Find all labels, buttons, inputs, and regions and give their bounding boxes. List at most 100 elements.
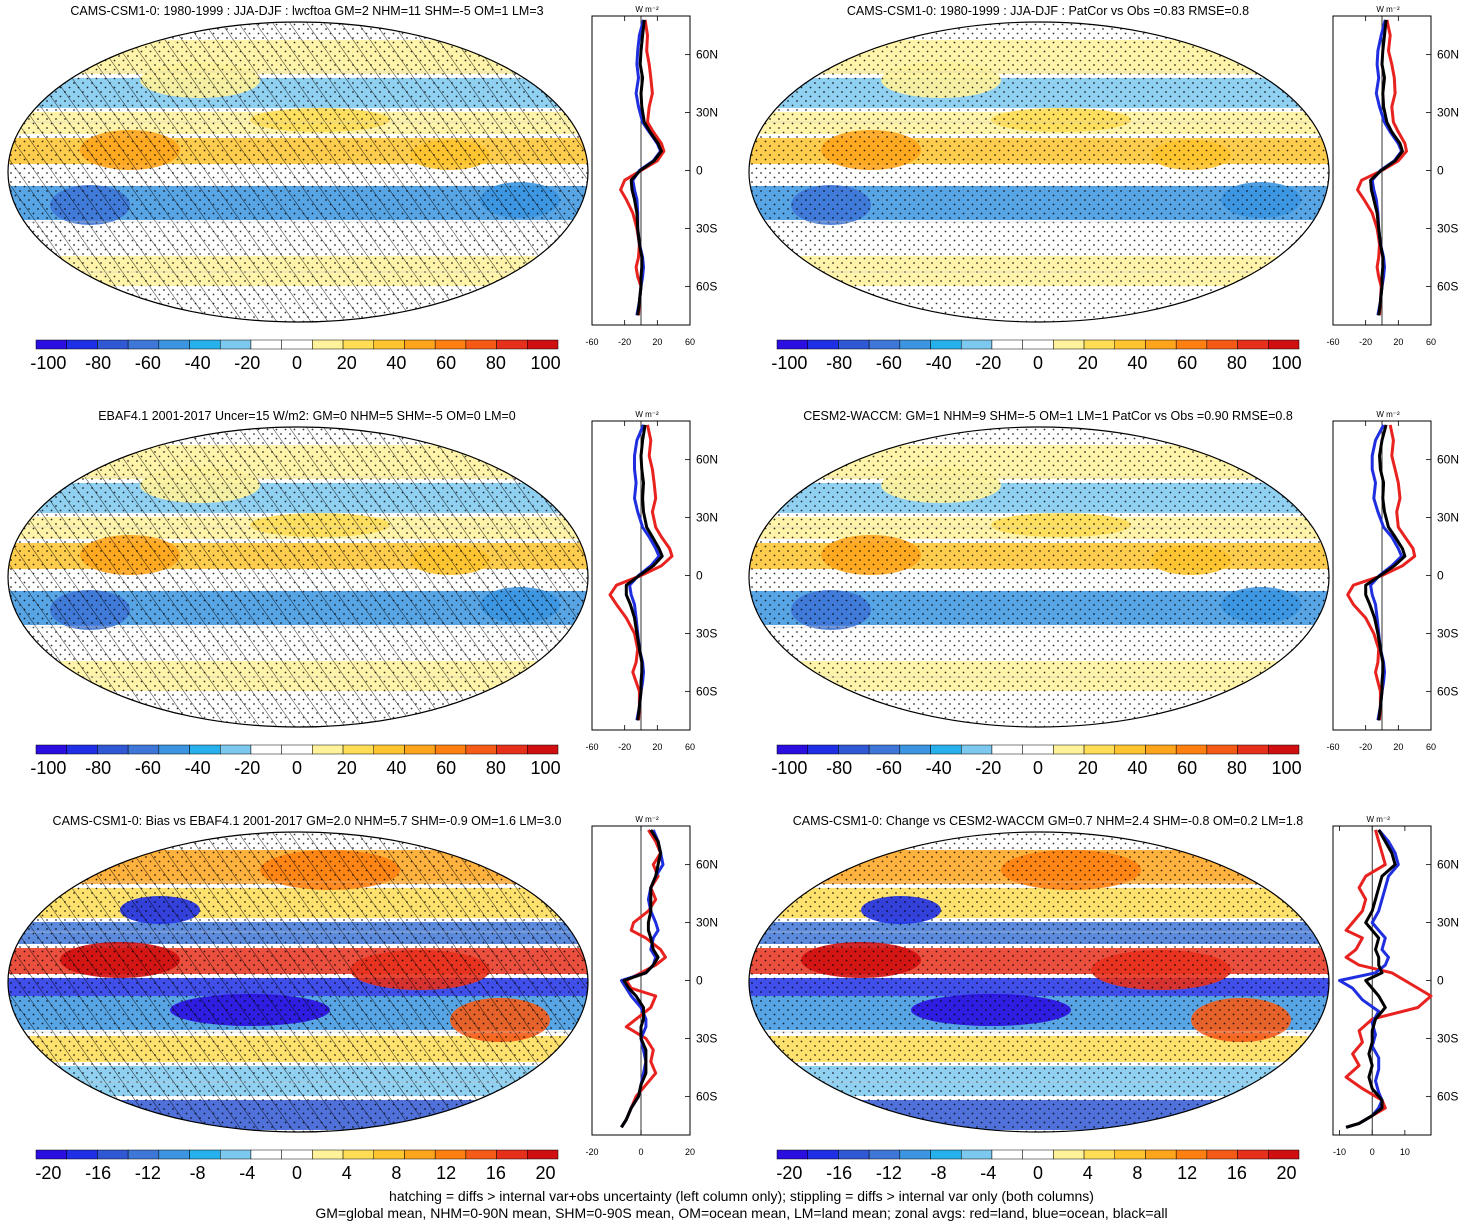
colorbar-swatch — [960, 744, 993, 755]
panel-graphic: -100 -80 -60 -40 -20 0 20 40 60 80 100 W m⁻² -60 -20 2… — [7, 5, 718, 373]
panel-1: CAMS-CSM1-0: 1980-1999 : JJA-DJF : lwcft… — [0, 0, 741, 405]
y-tick-label: 30N — [1437, 106, 1459, 120]
y-tick-label: 30N — [696, 511, 718, 525]
colorbar-swatch — [1268, 1149, 1300, 1160]
y-tick-label: 0 — [1437, 974, 1444, 988]
colorbar-swatch — [342, 1149, 375, 1160]
colorbar-tick-label: -16 — [826, 1163, 852, 1183]
colorbar-swatch — [527, 1149, 559, 1160]
colorbar-tick-label: 0 — [1033, 1163, 1043, 1183]
panel-2: CAMS-CSM1-0: 1980-1999 : JJA-DJF : PatCo… — [741, 0, 1482, 405]
colorbar-swatch — [838, 744, 870, 755]
colorbar-tick-label: 100 — [531, 758, 561, 778]
colorbar-swatch — [1237, 339, 1269, 350]
colorbar-tick-label: 0 — [1033, 353, 1043, 373]
colorbar-tick-label: -80 — [85, 353, 111, 373]
colorbar-swatch — [373, 744, 405, 755]
colorbar-swatch — [281, 744, 313, 755]
colorbar-swatch — [97, 1149, 129, 1160]
colorbar-swatch — [312, 339, 344, 350]
zonal-series-all — [1364, 424, 1407, 721]
colorbar-swatch — [97, 744, 129, 755]
colorbar-swatch — [404, 1149, 436, 1160]
y-tick-label: 30N — [696, 106, 718, 120]
colorbar-swatch — [838, 1149, 870, 1160]
y-tick-label: 0 — [696, 164, 703, 178]
y-tick-label: 0 — [1437, 569, 1444, 583]
stippling — [749, 427, 1329, 727]
colorbar-tick-label: -80 — [826, 353, 852, 373]
colorbar-tick-label: 20 — [337, 758, 357, 778]
stippling — [749, 832, 1329, 1132]
colorbar-tick-label: 60 — [1177, 353, 1197, 373]
zonal-series-ocean — [1338, 828, 1400, 1129]
colorbar-swatch — [312, 1149, 344, 1160]
panel-graphic: -100 -80 -60 -40 -20 0 20 40 60 80 100 W m⁻² -60 -20 2… — [748, 410, 1459, 778]
x-tick-label: 20 — [652, 337, 662, 347]
y-tick-label: 0 — [696, 569, 703, 583]
colorbar-swatch — [127, 744, 160, 755]
zonal-series-all — [624, 424, 664, 721]
colorbar-swatch — [35, 339, 67, 350]
x-tick-label: -20 — [618, 742, 631, 752]
x-tick-label: 0 — [1370, 1147, 1375, 1157]
map-field — [749, 427, 1329, 727]
colorbar-tick-label: -20 — [776, 1163, 802, 1183]
colorbar-swatch — [1145, 744, 1177, 755]
colorbar-tick-label: 60 — [436, 758, 456, 778]
y-tick-label: 30S — [1437, 626, 1458, 640]
colorbar-tick-label: 100 — [1272, 758, 1302, 778]
panel-title: CAMS-CSM1-0: 1980-1999 : JJA-DJF : PatCo… — [846, 4, 1250, 18]
colorbar-tick-label: -16 — [85, 1163, 111, 1183]
panel-title: EBAF4.1 2001-2017 Uncer=15 W/m2: GM=0 NH… — [98, 409, 516, 423]
colorbar-swatch — [219, 744, 252, 755]
colorbar-swatch — [1083, 1149, 1116, 1160]
zonal-series-all — [1369, 19, 1404, 316]
colorbar-swatch — [342, 339, 375, 350]
y-tick-label: 60S — [696, 279, 717, 293]
zonal-frame — [1332, 825, 1432, 1136]
zonal-mean-plot: W m⁻² -60 -20 20 60 60N 30N 0 30S 60S — [585, 410, 718, 752]
colorbar-tick-label: 8 — [1132, 1163, 1142, 1183]
y-tick-label: 30S — [696, 221, 717, 235]
colorbar-swatch — [930, 339, 962, 350]
hatching — [8, 832, 588, 1132]
colorbar-swatch — [991, 744, 1023, 755]
colorbar-swatch — [960, 1149, 993, 1160]
map-outline — [748, 21, 1330, 323]
colorbar-swatch — [1022, 339, 1054, 350]
x-tick-label: 60 — [1426, 742, 1436, 752]
zonal-mean-plot: W m⁻² -60 -20 20 60 60N 30N 0 30S 60S — [1326, 410, 1459, 752]
zonal-unit-label: W m⁻² — [635, 815, 659, 824]
colorbar-swatch — [838, 339, 870, 350]
colorbar-tick-label: -8 — [190, 1163, 206, 1183]
y-tick-label: 30N — [1437, 916, 1459, 930]
colorbar-tick-label: 8 — [391, 1163, 401, 1183]
colorbar-tick-label: 20 — [1078, 758, 1098, 778]
colorbar-swatch — [930, 1149, 962, 1160]
colorbar-tick-label: 20 — [536, 1163, 556, 1183]
stippling — [749, 22, 1329, 322]
colorbar-swatch — [868, 339, 901, 350]
colorbar-swatch — [899, 1149, 931, 1160]
x-tick-label: 60 — [685, 337, 695, 347]
colorbar-tick-label: 4 — [1083, 1163, 1093, 1183]
colorbar-swatch — [373, 1149, 405, 1160]
x-tick-label: 10 — [1400, 1147, 1410, 1157]
y-tick-label: 30S — [696, 1031, 717, 1045]
colorbar-swatch — [434, 339, 467, 350]
colorbar-tick-label: -20 — [234, 758, 260, 778]
colorbar-swatch — [991, 1149, 1023, 1160]
zonal-mean-plot: W m⁻² -10 0 10 60N 30N 0 30S 60S — [1332, 815, 1459, 1157]
colorbar-swatch — [1114, 339, 1146, 350]
colorbar-swatch — [97, 339, 129, 350]
colorbar-swatch — [1206, 339, 1238, 350]
colorbar-tick-label: -4 — [239, 1163, 255, 1183]
colorbar-tick-label: 20 — [1078, 353, 1098, 373]
y-tick-label: 60S — [1437, 684, 1458, 698]
colorbar-swatch — [465, 1149, 497, 1160]
colorbar-swatch — [868, 1149, 901, 1160]
y-tick-label: 60N — [1437, 48, 1459, 62]
panel-graphic: -20 -16 -12 -8 -4 0 4 8 12 16 20 W m⁻² -20 0 20 60N 30N 0… — [7, 815, 718, 1183]
colorbar-tick-label: 80 — [486, 758, 506, 778]
